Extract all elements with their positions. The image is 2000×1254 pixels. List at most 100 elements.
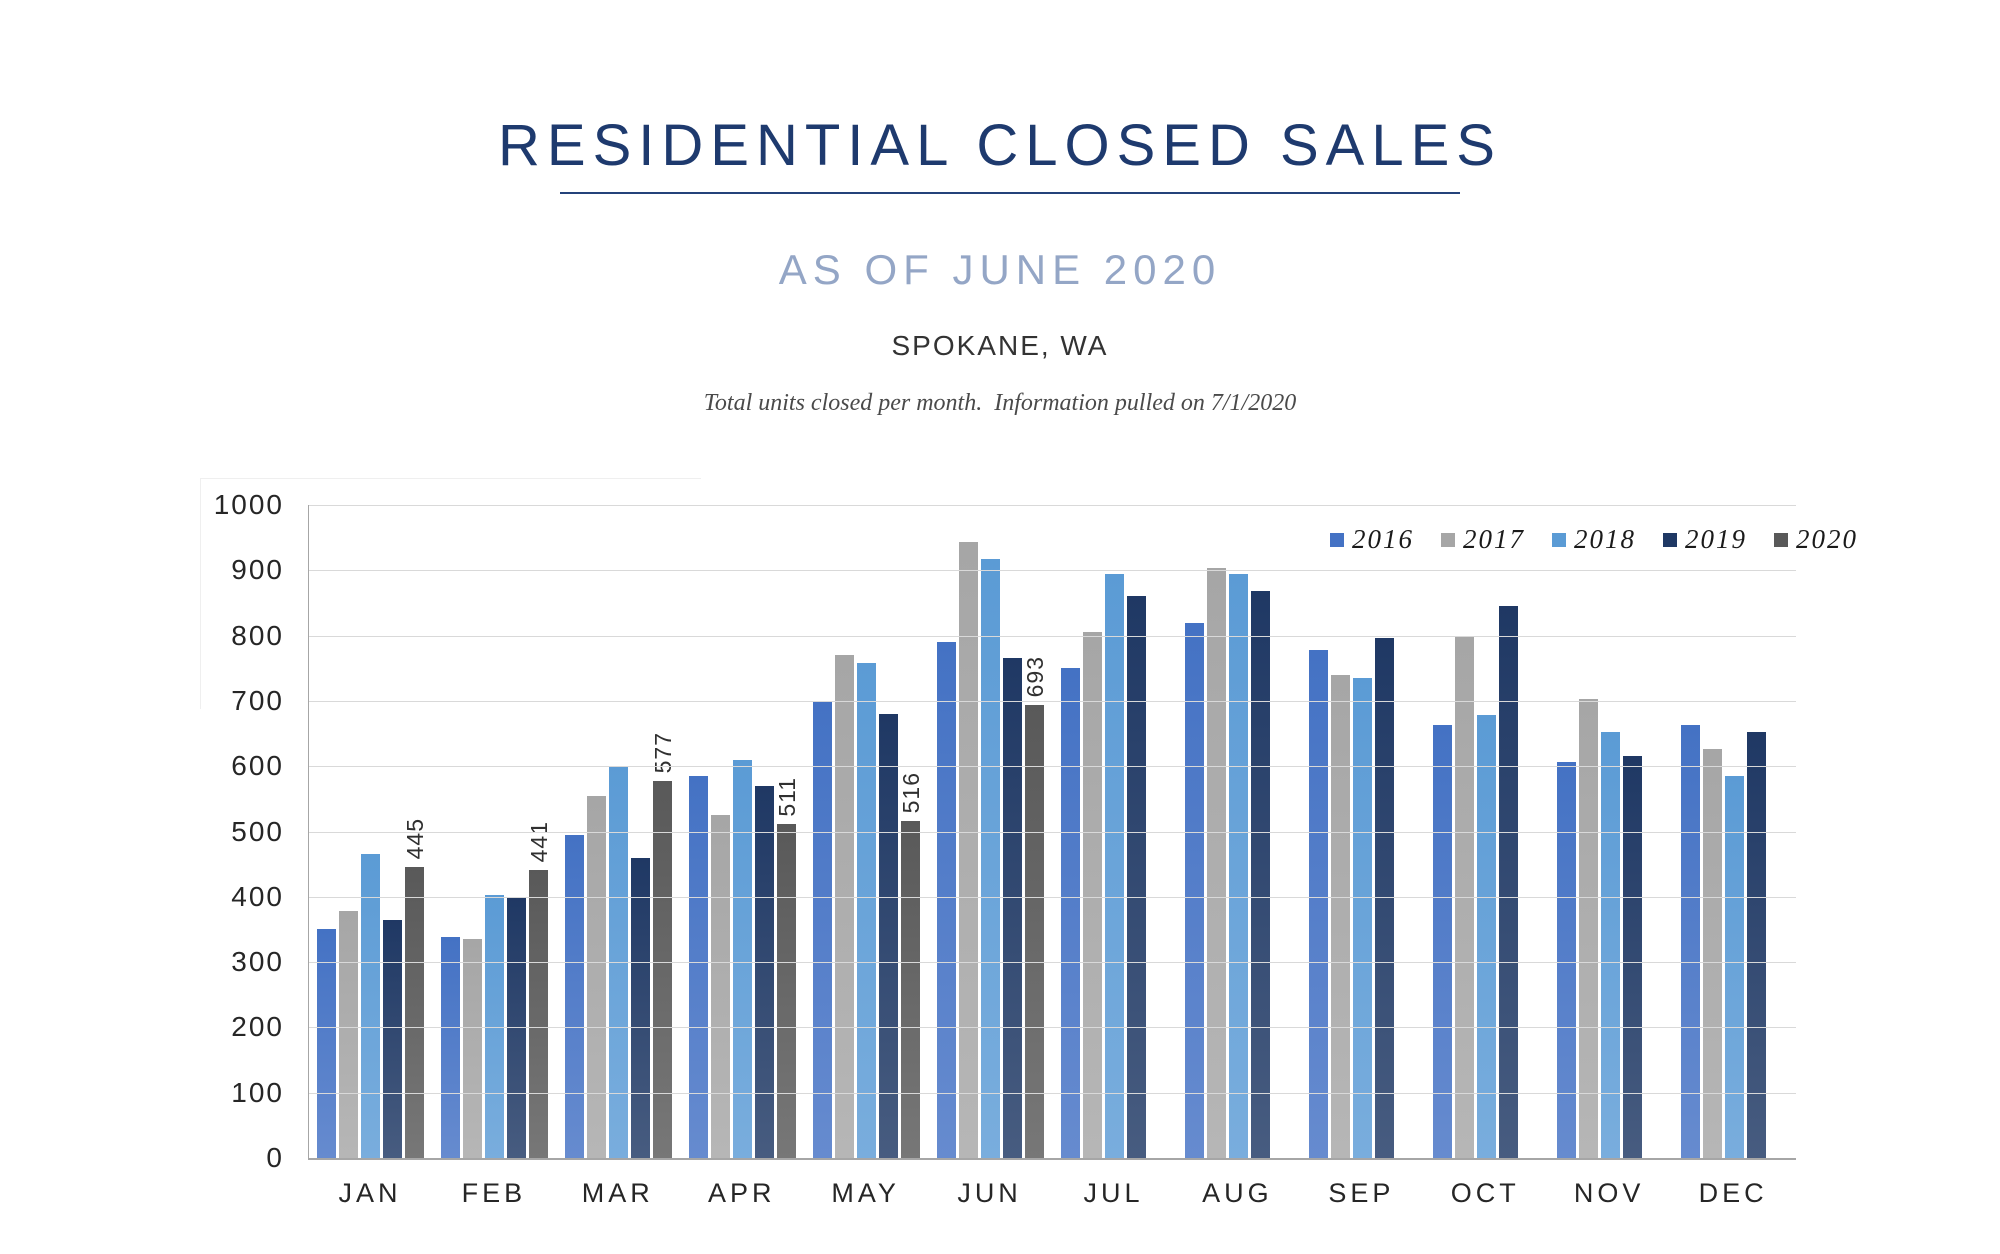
empty-bar-slot-2020-jul xyxy=(1149,1157,1168,1158)
bar-2020-may: 516 xyxy=(898,772,924,1158)
empty-bar-slot-2020-dec xyxy=(1769,1157,1788,1158)
bar-2016-nov xyxy=(1556,761,1576,1158)
x-label-feb: FEB xyxy=(461,1178,527,1208)
x-label-sep: SEP xyxy=(1328,1178,1395,1208)
bar-2018-jun xyxy=(981,558,1001,1158)
month-group-apr: 511 xyxy=(681,505,805,1158)
y-tick-label-800: 800 xyxy=(231,619,284,651)
legend-item-2017: 2017 xyxy=(1441,524,1525,555)
bar-2019-may xyxy=(879,713,899,1158)
bar-2016-jun xyxy=(937,642,957,1158)
bar-2018-sep xyxy=(1352,678,1372,1158)
legend-label-2018: 2018 xyxy=(1574,524,1636,554)
x-label-oct: OCT xyxy=(1450,1178,1520,1208)
month-group-jun: 693 xyxy=(929,505,1053,1158)
bar-2018-oct xyxy=(1476,715,1496,1158)
month-group-nov xyxy=(1548,505,1672,1158)
bar-2020-feb: 441 xyxy=(526,821,552,1158)
bar-2016-mar xyxy=(565,834,585,1158)
bar-2018-jan xyxy=(361,854,381,1158)
bar-2019-mar xyxy=(631,857,651,1158)
bar-2017-apr xyxy=(711,815,731,1158)
bar-2017-jun xyxy=(959,542,979,1158)
legend-label-2020: 2020 xyxy=(1796,524,1858,554)
gridline-1000 xyxy=(309,505,1796,506)
legend-item-2016: 2016 xyxy=(1330,524,1414,555)
bar-2017-jan xyxy=(339,911,359,1158)
legend-item-2019: 2019 xyxy=(1663,524,1747,555)
legend-label-2019: 2019 xyxy=(1685,524,1747,554)
legend-swatch-2019 xyxy=(1663,532,1677,547)
gridline-700 xyxy=(309,700,1796,702)
month-group-jul xyxy=(1053,505,1177,1158)
gridline-200 xyxy=(309,1027,1796,1029)
x-label-aug: AUG xyxy=(1202,1178,1273,1208)
legend-swatch-2016 xyxy=(1330,532,1344,547)
y-tick-label-1000: 1000 xyxy=(213,489,284,520)
bar-2018-may xyxy=(857,663,877,1158)
x-label-dec: DEC xyxy=(1698,1178,1768,1208)
bar-2019-nov xyxy=(1622,756,1642,1158)
y-tick-label-100: 100 xyxy=(231,1076,284,1108)
bar-2019-dec xyxy=(1746,731,1766,1158)
y-tick-label-500: 500 xyxy=(231,815,284,847)
legend-item-2018: 2018 xyxy=(1552,524,1636,555)
legend-swatch-2020 xyxy=(1774,532,1788,547)
empty-bar-slot-2020-nov xyxy=(1645,1157,1664,1158)
empty-bar-slot-2020-oct xyxy=(1521,1157,1540,1158)
legend: 2016 2017 2018 2019 2020 xyxy=(1330,524,1858,555)
bar-2018-nov xyxy=(1600,731,1620,1158)
bar-2020-jan: 445 xyxy=(402,818,428,1158)
bar-2018-apr xyxy=(733,759,753,1158)
bar-2019-apr xyxy=(755,785,775,1158)
month-group-jan: 445 xyxy=(309,505,433,1158)
data-label-2020-feb: 441 xyxy=(525,820,552,863)
bar-2018-feb xyxy=(485,894,505,1158)
x-label-nov: NOV xyxy=(1573,1178,1645,1208)
y-tick-label-400: 400 xyxy=(231,880,284,912)
gridline-500 xyxy=(309,831,1796,833)
footnote: Total units closed per month. Informatio… xyxy=(703,390,1297,416)
bar-2017-dec xyxy=(1702,748,1722,1158)
bar-2016-oct xyxy=(1432,725,1452,1158)
bar-2016-may xyxy=(813,700,833,1158)
bar-2016-feb xyxy=(441,936,461,1158)
month-group-dec xyxy=(1672,505,1796,1158)
bar-2020-jun: 693 xyxy=(1022,656,1048,1158)
bar-2020-mar: 577 xyxy=(650,732,676,1158)
bar-2019-jul xyxy=(1126,596,1146,1158)
gridline-100 xyxy=(309,1092,1796,1094)
y-tick-label-300: 300 xyxy=(231,946,284,978)
month-group-mar: 577 xyxy=(557,505,681,1158)
bar-2017-feb xyxy=(463,938,483,1158)
bar-2017-sep xyxy=(1330,674,1350,1158)
page-subtitle: AS OF JUNE 2020 xyxy=(778,246,1222,293)
y-tick-label-900: 900 xyxy=(231,554,284,586)
bar-2017-aug xyxy=(1206,568,1226,1158)
chart-card-edge xyxy=(200,478,701,709)
bar-2017-mar xyxy=(587,795,607,1158)
empty-bar-slot-2020-aug xyxy=(1273,1157,1292,1158)
data-label-2020-may: 516 xyxy=(897,771,924,814)
empty-bar-slot-2020-sep xyxy=(1397,1157,1416,1158)
plot-area: 445 441 577 511 516 693 xyxy=(308,505,1796,1160)
x-label-jun: JUN xyxy=(957,1178,1022,1208)
gridline-600 xyxy=(309,766,1796,768)
x-label-jul: JUL xyxy=(1083,1178,1144,1208)
gridline-800 xyxy=(309,635,1796,637)
legend-swatch-2018 xyxy=(1552,532,1566,547)
bar-2016-sep xyxy=(1308,649,1328,1158)
y-tick-label-700: 700 xyxy=(231,684,284,716)
title-underline xyxy=(560,192,1460,194)
legend-item-2020: 2020 xyxy=(1774,524,1858,555)
data-label-2020-jan: 445 xyxy=(401,818,428,860)
bar-2016-jan xyxy=(317,929,337,1158)
x-axis-labels: JAN FEB MAR APR MAY JUN JUL AUG SEP OCT NOV DEC xyxy=(308,1178,1795,1209)
data-label-2020-apr: 511 xyxy=(773,776,800,817)
month-group-may: 516 xyxy=(805,505,929,1158)
bar-2020-apr: 511 xyxy=(774,777,800,1158)
month-group-feb: 441 xyxy=(433,505,557,1158)
bar-2017-may xyxy=(835,655,855,1158)
y-tick-label-600: 600 xyxy=(231,750,284,782)
bar-2019-aug xyxy=(1250,591,1270,1158)
